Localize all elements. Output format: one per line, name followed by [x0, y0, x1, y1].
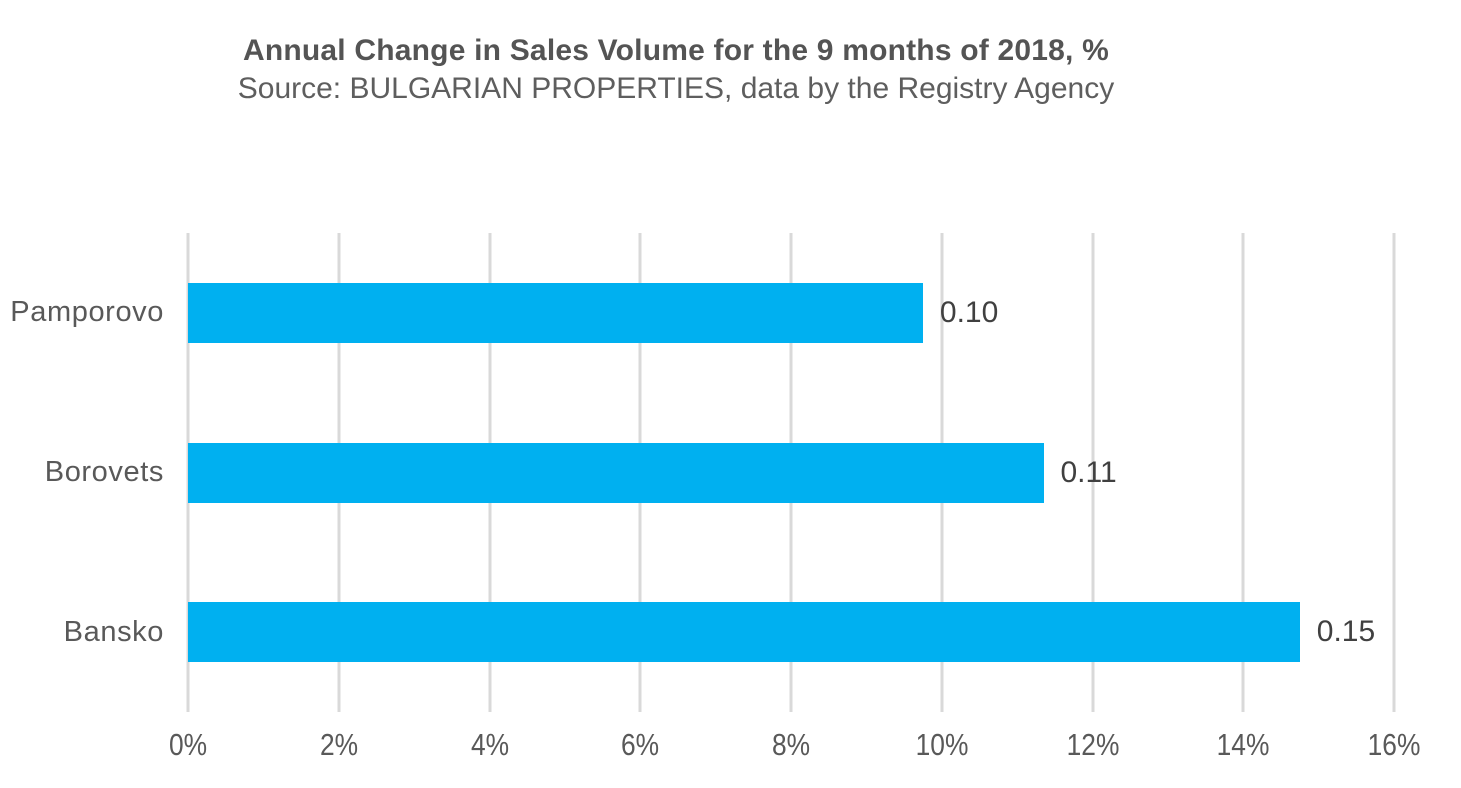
x-tick-8pct: 8%: [771, 727, 811, 762]
data-label-pamporovo: 0.10: [939, 295, 999, 329]
data-label-borovets: 0.11: [1060, 455, 1117, 489]
category-axis: Pamporovo Borovets Bansko: [0, 233, 164, 712]
category-label-borovets: Borovets: [44, 456, 164, 488]
x-tick-10pct: 10%: [915, 727, 969, 762]
bar-borovets: [188, 442, 1044, 503]
bar-row-pamporovo: 0.10: [188, 233, 1394, 393]
x-tick-16pct: 16%: [1367, 727, 1421, 762]
bar-bansko: [188, 602, 1300, 663]
bar-row-bansko: 0.15: [188, 552, 1394, 712]
bar-rows: 0.10 0.11 0.15: [188, 233, 1394, 712]
x-tick-6pct: 6%: [621, 727, 660, 762]
value-axis: 0% 2% 4% 6% 8% 10% 12% 14% 16%: [169, 727, 1420, 772]
chart-title: Annual Change in Sales Volume for the 9 …: [242, 34, 1109, 67]
x-tick-14pct: 14%: [1216, 727, 1270, 762]
data-label-bansko: 0.15: [1316, 615, 1376, 649]
category-label-pamporovo: Pamporovo: [10, 296, 164, 329]
gridline-14pct: [1241, 233, 1245, 712]
category-label-bansko: Bansko: [63, 615, 164, 648]
gridline-16pct: [1392, 233, 1396, 712]
chart-subtitle: Source: BULGARIAN PROPERTIES, data by th…: [237, 72, 1115, 105]
plot-area: 0.10 0.11 0.15: [186, 233, 1396, 712]
x-tick-12pct: 12%: [1066, 727, 1119, 762]
x-tick-2pct: 2%: [319, 727, 358, 762]
bar-pamporovo: [188, 282, 923, 343]
bar-row-borovets: 0.11: [188, 393, 1394, 553]
gridline-12pct: [1091, 233, 1094, 712]
x-tick-0pct: 0%: [168, 727, 208, 762]
x-tick-4pct: 4%: [470, 727, 509, 762]
